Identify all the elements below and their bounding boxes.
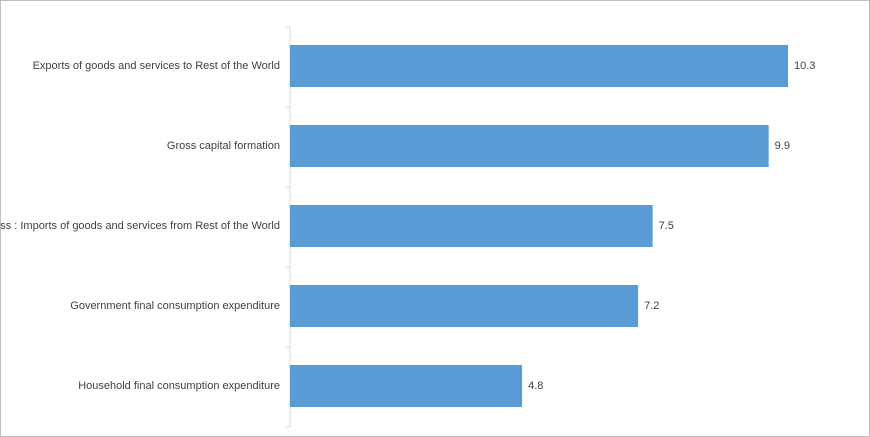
category-label: Household final consumption expenditure [78,380,280,392]
bar [290,45,789,87]
data-label: 4.8 [528,380,543,392]
data-label: 9.9 [775,140,790,152]
category-label: Exports of goods and services to Rest of… [33,60,280,72]
bar [290,365,523,407]
bar [290,205,653,247]
data-label: 10.3 [794,60,815,72]
category-label: Less : Imports of goods and services fro… [0,220,280,232]
bar [290,285,639,327]
bar [290,125,769,167]
category-label: Gross capital formation [167,140,280,152]
category-label: Government final consumption expenditure [70,300,280,312]
data-label: 7.2 [644,300,659,312]
data-label: 7.5 [659,220,674,232]
